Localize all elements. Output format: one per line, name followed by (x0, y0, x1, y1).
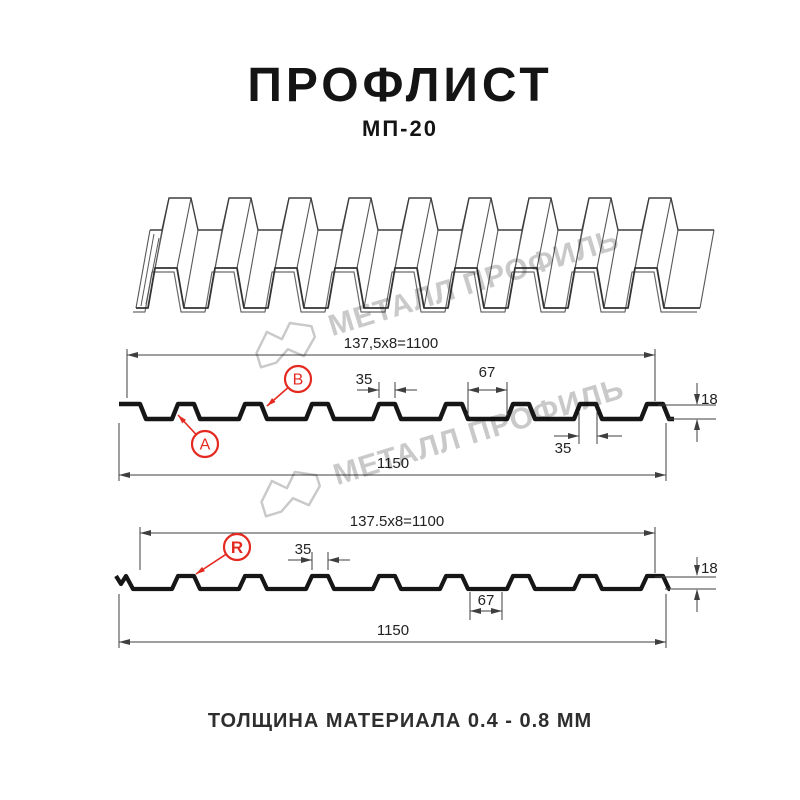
sheet-3d-rib-line (303, 229, 319, 309)
sheet-3d-rib-line (243, 229, 259, 309)
sheet-3d-edge-line (145, 237, 160, 305)
arrowhead (119, 472, 130, 478)
arrowhead (196, 566, 205, 574)
dimension-label: 137,5x8=1100 (344, 335, 438, 352)
callout-letter: R (231, 538, 243, 557)
arrowhead (694, 589, 700, 600)
sheet-3d-body (136, 198, 714, 308)
arrowhead (655, 472, 666, 478)
callout-letter: B (293, 372, 304, 389)
callout-circle (222, 532, 252, 562)
arrowhead (301, 557, 312, 563)
arrowhead (119, 639, 130, 645)
arrowhead (568, 433, 579, 439)
profile-outline (119, 401, 674, 422)
dimension-label: 35 (295, 541, 312, 558)
dimension-label: 18 (701, 560, 718, 577)
profile-outline (114, 573, 672, 592)
dimension-label: 18 (701, 391, 718, 408)
arrowhead (178, 415, 187, 424)
sheet-3d-rib-line (603, 229, 619, 309)
sheet-3d-rib-line (356, 197, 372, 269)
arrowhead (694, 565, 700, 576)
arrowhead (655, 639, 666, 645)
arrowhead (267, 398, 276, 406)
arrowhead (395, 387, 406, 393)
sheet-3d-rib-line (176, 197, 192, 269)
product-model: МП-20 (362, 116, 438, 141)
arrowhead (694, 394, 700, 405)
cross-section-side-r: 137.5x8=1100 35 67 18 1150 R (114, 513, 718, 648)
arrowhead (368, 387, 379, 393)
sheet-3d-rib-line (536, 197, 552, 269)
sheet-3d-rib-line (596, 197, 612, 269)
arrowhead (140, 530, 151, 536)
arrowhead (468, 387, 479, 393)
sheet-3d-view (133, 197, 715, 313)
sheet-3d-rib-line (236, 197, 252, 269)
arrowhead (127, 352, 138, 358)
dimension-label: 35 (356, 371, 373, 388)
sheet-3d-rib-line (699, 229, 715, 309)
dimension-label: 1150 (377, 622, 409, 639)
sheet-3d-rib-line (363, 229, 379, 309)
arrowhead (470, 608, 481, 614)
dimension-label: 67 (479, 364, 496, 381)
arrowhead (694, 419, 700, 430)
sheet-3d-rib-line (416, 197, 432, 269)
sheet-3d-rib-line (663, 229, 679, 309)
arrowhead (496, 387, 507, 393)
material-thickness-note: ТОЛЩИНА МАТЕРИАЛА 0.4 - 0.8 ММ (207, 710, 593, 732)
dimension-label: 137.5x8=1100 (350, 513, 444, 530)
callout-circle (190, 429, 220, 459)
dimension-label: 1150 (377, 455, 409, 472)
sheet-3d-rib-line (183, 229, 199, 309)
arrowhead (597, 433, 608, 439)
sheet-3d-far-edge (150, 197, 714, 231)
sheet-3d-edge-line (140, 233, 155, 307)
sheet-3d-rib-line (543, 229, 559, 309)
arrowhead (491, 608, 502, 614)
sheet-3d-near-edge (136, 267, 700, 309)
sheet-3d-rib-line (483, 229, 499, 309)
callout-letter: A (200, 437, 211, 454)
sheet-3d-rib-line (656, 197, 672, 269)
page-title: ПРОФЛИСТ (247, 59, 553, 112)
arrowhead (644, 530, 655, 536)
cross-section-side-a: 137,5x8=1100 35 67 18 35 1150 A B (118, 335, 718, 481)
sheet-3d-rib-line (296, 197, 312, 269)
sheet-3d-rib-line (476, 197, 492, 269)
arrowhead (644, 352, 655, 358)
dimension-label: 67 (478, 592, 495, 609)
arrowhead (328, 557, 339, 563)
sheet-3d-thickness-line (133, 271, 697, 313)
sheet-3d-rib-line (135, 229, 151, 309)
sheet-3d-rib-line (423, 229, 439, 309)
dimension-label: 35 (555, 440, 572, 457)
